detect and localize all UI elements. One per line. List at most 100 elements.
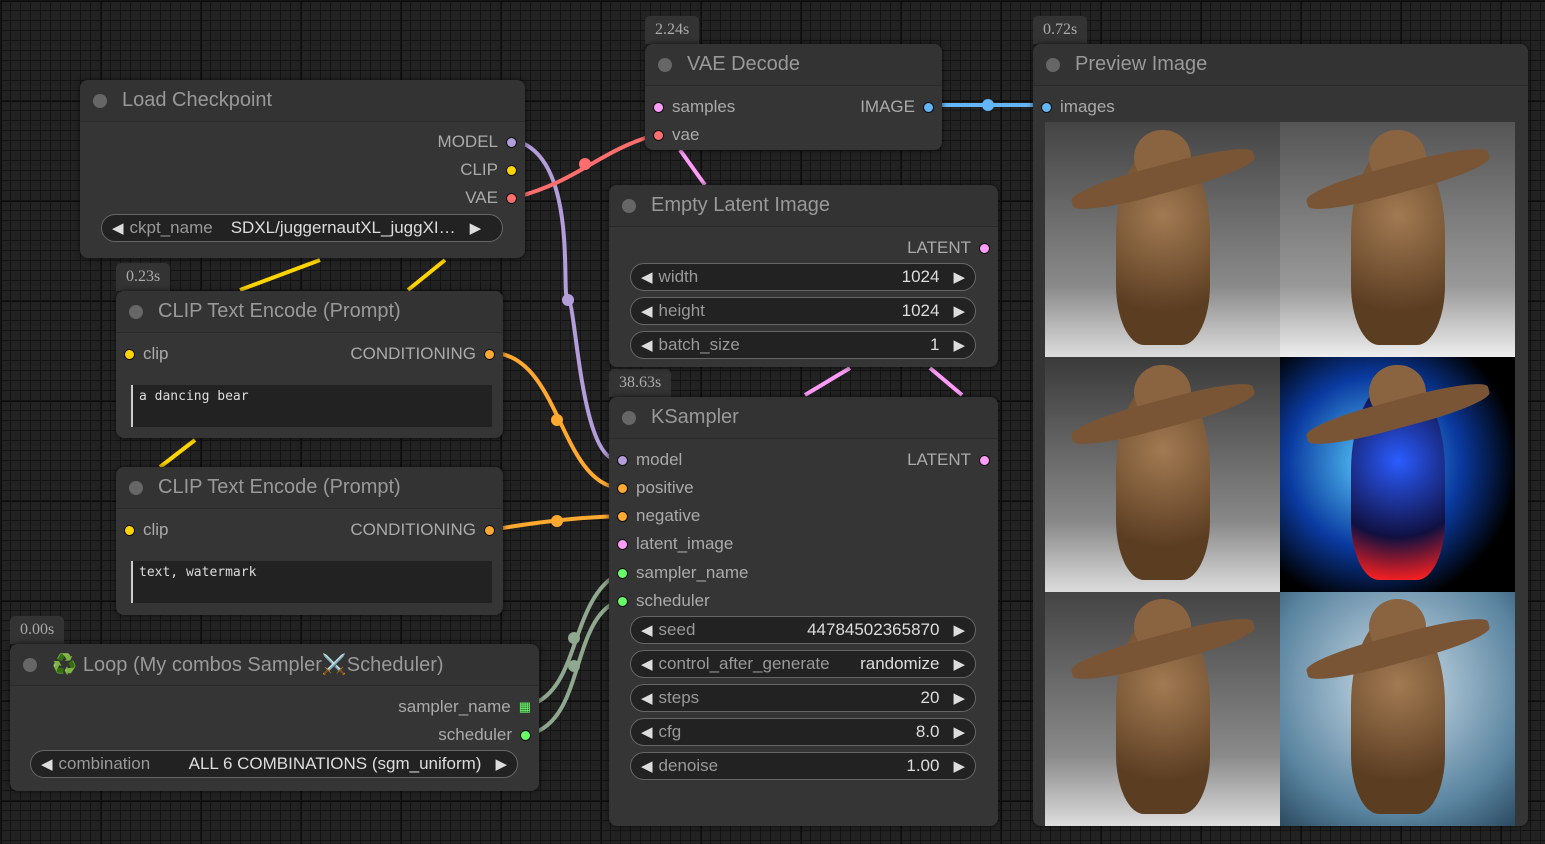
slot-dot-icon[interactable] [617, 482, 628, 494]
slot-dot-icon[interactable] [653, 101, 664, 113]
preview-image-4[interactable] [1280, 357, 1515, 592]
node-title[interactable]: KSampler [609, 397, 998, 439]
collapse-dot-icon[interactable] [622, 410, 636, 425]
collapse-dot-icon[interactable] [129, 480, 143, 495]
collapse-dot-icon[interactable] [23, 657, 37, 672]
node-title[interactable]: CLIP Text Encode (Prompt) [116, 291, 503, 333]
arrow-right-icon[interactable]: ▶ [953, 269, 965, 286]
slot-dot-icon[interactable] [617, 567, 628, 579]
output-vae[interactable]: VAE [465, 188, 517, 208]
node-title[interactable]: CLIP Text Encode (Prompt) [116, 467, 503, 509]
output-conditioning[interactable]: CONDITIONING [350, 344, 495, 364]
arrow-right-icon[interactable]: ▶ [953, 758, 965, 775]
slot-dot-icon[interactable] [979, 242, 990, 254]
input-images[interactable]: images [1041, 97, 1115, 117]
output-conditioning[interactable]: CONDITIONING [350, 520, 495, 540]
seed-widget[interactable]: ◀ seed 44784502365870 ▶ [630, 616, 976, 644]
collapse-dot-icon[interactable] [622, 198, 636, 213]
arrow-left-icon[interactable]: ◀ [641, 690, 653, 707]
arrow-left-icon[interactable]: ◀ [641, 656, 653, 673]
arrow-left-icon[interactable]: ◀ [641, 269, 653, 286]
preview-image-2[interactable] [1280, 122, 1515, 357]
denoise-widget[interactable]: ◀ denoise 1.00 ▶ [630, 752, 976, 780]
arrow-right-icon[interactable]: ▶ [953, 337, 965, 354]
arrow-left-icon[interactable]: ◀ [641, 758, 653, 775]
output-sampler-name[interactable]: sampler_name ▦ [398, 697, 531, 717]
node-title[interactable]: Preview Image [1033, 44, 1528, 86]
preview-image-5[interactable] [1045, 592, 1280, 826]
preview-image-1[interactable] [1045, 122, 1280, 357]
slot-dot-icon[interactable] [617, 510, 628, 522]
node-clip-text-encode-negative[interactable]: CLIP Text Encode (Prompt) clip CONDITION… [116, 467, 503, 615]
node-load-checkpoint[interactable]: Load Checkpoint MODEL CLIP VAE ◀ ckpt_nam… [80, 80, 525, 258]
input-sampler-name[interactable]: sampler_name [617, 563, 748, 583]
arrow-right-icon[interactable]: ▶ [953, 622, 965, 639]
output-image[interactable]: IMAGE [860, 97, 934, 117]
collapse-dot-icon[interactable] [129, 304, 143, 319]
arrow-right-icon[interactable]: ▶ [469, 220, 482, 237]
input-vae[interactable]: vae [653, 125, 699, 145]
arrow-left-icon[interactable]: ◀ [112, 220, 124, 237]
arrow-left-icon[interactable]: ◀ [641, 337, 653, 354]
arrow-right-icon[interactable]: ▶ [953, 690, 965, 707]
prompt-textarea[interactable]: text, watermark [131, 561, 492, 603]
slot-dot-icon[interactable] [484, 524, 495, 536]
combination-combo[interactable]: ◀ combination ALL 6 COMBINATIONS (sgm_unif… [30, 750, 518, 778]
input-scheduler[interactable]: scheduler [617, 591, 710, 611]
preview-image-3[interactable] [1045, 357, 1280, 592]
input-negative[interactable]: negative [617, 506, 700, 526]
output-latent[interactable]: LATENT [907, 450, 990, 470]
slot-dot-icon[interactable] [506, 136, 517, 148]
arrow-right-icon[interactable]: ▶ [953, 724, 965, 741]
arrow-left-icon[interactable]: ◀ [641, 622, 653, 639]
width-widget[interactable]: ◀ width 1024 ▶ [630, 263, 976, 291]
list-grid-icon[interactable]: ▦ [518, 699, 531, 714]
prompt-textarea[interactable]: a dancing bear [131, 385, 492, 427]
output-clip[interactable]: CLIP [460, 160, 517, 180]
arrow-right-icon[interactable]: ▶ [495, 756, 507, 773]
slot-dot-icon[interactable] [484, 348, 495, 360]
node-title[interactable]: ♻️ Loop (My combos Sampler⚔️Scheduler) [10, 644, 539, 686]
node-title[interactable]: Empty Latent Image [609, 185, 998, 227]
arrow-left-icon[interactable]: ◀ [41, 756, 53, 773]
cfg-widget[interactable]: ◀ cfg 8.0 ▶ [630, 718, 976, 746]
arrow-left-icon[interactable]: ◀ [641, 724, 653, 741]
slot-dot-icon[interactable] [617, 538, 628, 550]
output-model[interactable]: MODEL [438, 132, 517, 152]
arrow-right-icon[interactable]: ▶ [953, 656, 965, 673]
slot-dot-icon[interactable] [506, 164, 517, 176]
input-positive[interactable]: positive [617, 478, 694, 498]
node-ksampler[interactable]: KSampler model positive negative latent_… [609, 397, 998, 826]
input-clip[interactable]: clip [124, 520, 169, 540]
height-widget[interactable]: ◀ height 1024 ▶ [630, 297, 976, 325]
collapse-dot-icon[interactable] [93, 93, 107, 108]
slot-dot-icon[interactable] [124, 524, 135, 536]
slot-dot-icon[interactable] [1041, 101, 1052, 113]
node-loop-combos[interactable]: ♻️ Loop (My combos Sampler⚔️Scheduler) sa… [10, 644, 539, 791]
preview-image-6[interactable] [1280, 592, 1515, 826]
node-vae-decode[interactable]: VAE Decode samples vae IMAGE [645, 44, 942, 150]
input-samples[interactable]: samples [653, 97, 735, 117]
arrow-right-icon[interactable]: ▶ [953, 303, 965, 320]
slot-dot-icon[interactable] [923, 101, 934, 113]
slot-dot-icon[interactable] [653, 129, 664, 141]
slot-dot-icon[interactable] [979, 454, 990, 466]
slot-dot-icon[interactable] [617, 454, 628, 466]
steps-widget[interactable]: ◀ steps 20 ▶ [630, 684, 976, 712]
node-title[interactable]: Load Checkpoint [80, 80, 525, 122]
collapse-dot-icon[interactable] [1046, 57, 1060, 72]
slot-dot-icon[interactable] [617, 595, 628, 607]
ckpt-name-combo[interactable]: ◀ ckpt_name SDXL/juggernautXL_juggXI… ▶ [101, 214, 503, 242]
output-latent[interactable]: LATENT [907, 238, 990, 258]
slot-dot-icon[interactable] [124, 348, 135, 360]
node-title[interactable]: VAE Decode [645, 44, 942, 86]
batch-size-widget[interactable]: ◀ batch_size 1 ▶ [630, 331, 976, 359]
input-latent-image[interactable]: latent_image [617, 534, 733, 554]
output-scheduler[interactable]: scheduler [438, 725, 531, 745]
input-clip[interactable]: clip [124, 344, 169, 364]
node-preview-image[interactable]: Preview Image images [1033, 44, 1528, 826]
arrow-left-icon[interactable]: ◀ [641, 303, 653, 320]
input-model[interactable]: model [617, 450, 682, 470]
collapse-dot-icon[interactable] [658, 57, 672, 72]
slot-dot-icon[interactable] [506, 192, 517, 204]
